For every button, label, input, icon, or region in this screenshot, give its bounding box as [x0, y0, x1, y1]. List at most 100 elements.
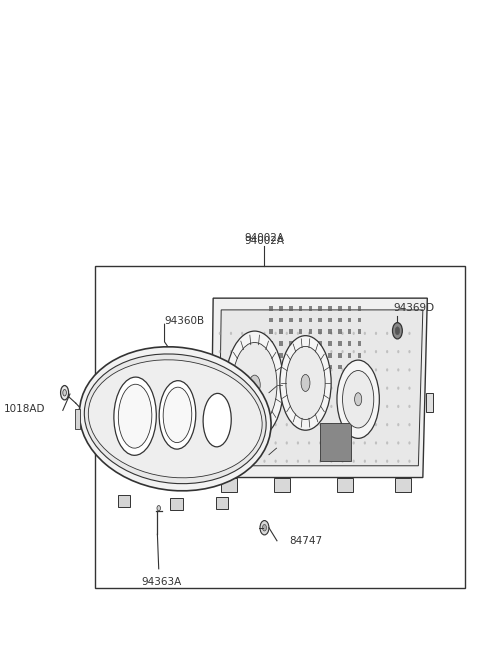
Ellipse shape: [230, 331, 232, 335]
Ellipse shape: [219, 368, 221, 371]
Ellipse shape: [252, 405, 254, 408]
Bar: [269, 353, 273, 358]
Bar: [338, 318, 342, 322]
Ellipse shape: [375, 368, 377, 371]
Ellipse shape: [297, 423, 299, 426]
Ellipse shape: [375, 386, 377, 390]
Ellipse shape: [219, 441, 221, 445]
Bar: [358, 306, 361, 310]
Ellipse shape: [341, 386, 344, 390]
Ellipse shape: [375, 460, 377, 463]
Bar: [279, 365, 283, 369]
Ellipse shape: [353, 405, 355, 408]
Bar: [318, 365, 322, 369]
Ellipse shape: [343, 371, 374, 428]
Bar: [279, 341, 283, 346]
Ellipse shape: [386, 441, 388, 445]
Text: 94369D: 94369D: [394, 303, 435, 313]
Polygon shape: [219, 310, 423, 466]
Bar: [309, 353, 312, 358]
Ellipse shape: [226, 331, 284, 439]
Bar: [269, 341, 273, 346]
Ellipse shape: [286, 423, 288, 426]
Bar: [318, 341, 322, 346]
Ellipse shape: [249, 375, 260, 395]
Ellipse shape: [301, 375, 310, 392]
Bar: [216, 497, 228, 509]
Bar: [348, 341, 351, 346]
Polygon shape: [426, 393, 432, 412]
Ellipse shape: [297, 368, 299, 371]
Ellipse shape: [386, 423, 388, 426]
Ellipse shape: [286, 460, 288, 463]
Bar: [309, 341, 312, 346]
Ellipse shape: [330, 460, 333, 463]
Ellipse shape: [60, 386, 69, 400]
Bar: [279, 306, 283, 310]
Ellipse shape: [286, 346, 325, 419]
Ellipse shape: [219, 405, 221, 408]
Ellipse shape: [397, 368, 399, 371]
Bar: [269, 306, 273, 310]
Ellipse shape: [386, 386, 388, 390]
Ellipse shape: [308, 405, 310, 408]
Ellipse shape: [408, 423, 410, 426]
Ellipse shape: [275, 423, 277, 426]
Ellipse shape: [353, 423, 355, 426]
Ellipse shape: [241, 460, 243, 463]
Bar: [348, 306, 351, 310]
Ellipse shape: [286, 441, 288, 445]
Ellipse shape: [241, 331, 243, 335]
Bar: [309, 306, 312, 310]
Ellipse shape: [264, 386, 265, 390]
Bar: [348, 365, 351, 369]
Bar: [358, 341, 361, 346]
Ellipse shape: [330, 350, 333, 353]
Ellipse shape: [319, 386, 321, 390]
Bar: [289, 365, 293, 369]
Bar: [299, 306, 302, 310]
Ellipse shape: [308, 386, 310, 390]
Ellipse shape: [337, 360, 379, 438]
Bar: [328, 365, 332, 369]
Ellipse shape: [330, 405, 333, 408]
Bar: [328, 329, 332, 334]
Bar: [348, 353, 351, 358]
Ellipse shape: [375, 350, 377, 353]
Bar: [289, 341, 293, 346]
Ellipse shape: [341, 368, 344, 371]
Ellipse shape: [297, 350, 299, 353]
Bar: [170, 498, 183, 510]
Ellipse shape: [263, 525, 266, 531]
Bar: [289, 329, 293, 334]
Ellipse shape: [364, 368, 366, 371]
Ellipse shape: [241, 423, 243, 426]
Ellipse shape: [297, 405, 299, 408]
Bar: [358, 318, 361, 322]
Bar: [338, 306, 342, 310]
Ellipse shape: [114, 377, 156, 455]
Ellipse shape: [219, 331, 221, 335]
Ellipse shape: [308, 423, 310, 426]
Ellipse shape: [232, 343, 277, 427]
Bar: [289, 318, 293, 322]
Ellipse shape: [397, 405, 399, 408]
Ellipse shape: [319, 350, 321, 353]
Ellipse shape: [63, 390, 66, 396]
Ellipse shape: [341, 331, 344, 335]
Ellipse shape: [386, 368, 388, 371]
Bar: [338, 329, 342, 334]
Bar: [348, 329, 351, 334]
Ellipse shape: [264, 350, 265, 353]
Text: 94363A: 94363A: [142, 576, 182, 587]
Ellipse shape: [341, 460, 344, 463]
Ellipse shape: [395, 327, 400, 335]
Bar: [299, 341, 302, 346]
Bar: [75, 409, 80, 428]
Ellipse shape: [230, 386, 232, 390]
Bar: [328, 306, 332, 310]
Bar: [320, 423, 351, 461]
Ellipse shape: [353, 441, 355, 445]
Ellipse shape: [397, 350, 399, 353]
Ellipse shape: [297, 441, 299, 445]
